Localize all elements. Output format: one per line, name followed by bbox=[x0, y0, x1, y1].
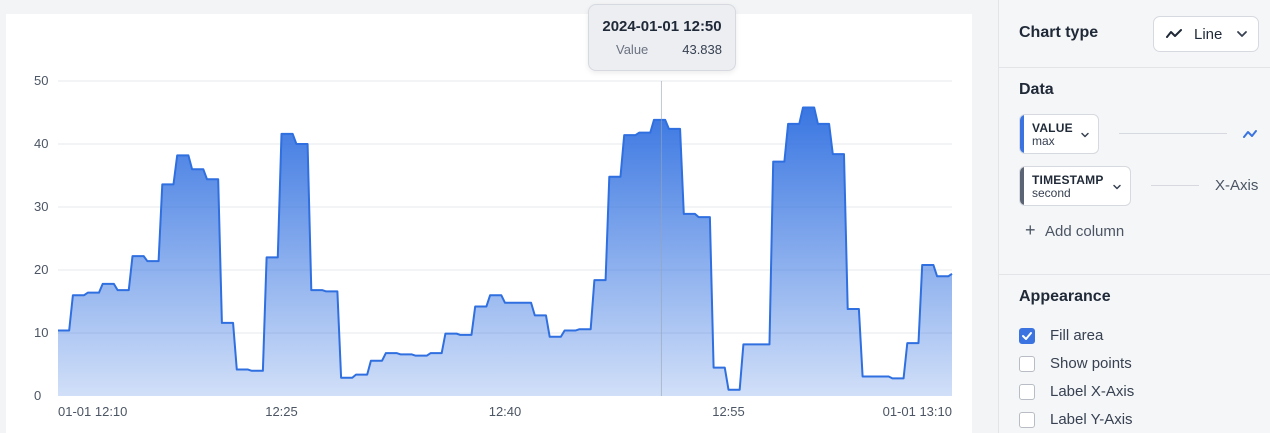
chevron-down-icon bbox=[1237, 31, 1247, 37]
appearance-section: Appearance Fill area Show points Label X… bbox=[999, 275, 1270, 433]
data-section: Data VALUE max TIMESTAMP second bbox=[999, 68, 1270, 275]
x-tick-label: 01-01 13:10 bbox=[883, 404, 952, 419]
series-area-fill bbox=[58, 107, 952, 397]
show-points-checkbox[interactable] bbox=[1019, 356, 1035, 372]
value-column-aggregation: max bbox=[1032, 134, 1055, 148]
value-connector-line bbox=[1119, 133, 1227, 134]
chevron-down-icon bbox=[1113, 184, 1121, 190]
show-points-label: Show points bbox=[1050, 355, 1132, 372]
add-column-label: Add column bbox=[1045, 223, 1125, 240]
chevron-down-icon bbox=[1081, 132, 1089, 138]
y-tick-label: 0 bbox=[34, 388, 41, 403]
plus-icon: + bbox=[1025, 220, 1036, 240]
series-line-icon[interactable] bbox=[1243, 128, 1257, 140]
timestamp-connector-line bbox=[1151, 185, 1199, 186]
add-column-button[interactable]: + Add column bbox=[1025, 220, 1124, 241]
tooltip-label: Value bbox=[616, 42, 649, 57]
timestamp-column-granularity: second bbox=[1032, 186, 1071, 200]
chart-settings-sidebar: Chart type Line Data VALUE max bbox=[998, 0, 1270, 433]
y-tick-label: 10 bbox=[34, 325, 48, 340]
tooltip-value: 43.838 bbox=[682, 42, 722, 57]
timestamp-column-accent bbox=[1020, 167, 1024, 205]
x-tick-label: 12:25 bbox=[265, 404, 298, 419]
value-column-name: VALUE bbox=[1032, 121, 1073, 135]
chart-type-title: Chart type bbox=[1019, 24, 1099, 41]
value-column-select[interactable]: VALUE max bbox=[1019, 114, 1099, 154]
chart-type-select[interactable]: Line bbox=[1153, 16, 1259, 52]
label-y-axis-label: Label Y-Axis bbox=[1050, 411, 1133, 428]
timestamp-column-select[interactable]: TIMESTAMP second bbox=[1019, 166, 1131, 206]
chart-tooltip: 2024-01-01 12:50 Value 43.838 bbox=[588, 4, 736, 71]
chart-panel: 0 10 20 30 40 50 01-01 12:10 12:25 12:40 12:55 01-… bbox=[6, 14, 972, 433]
checkmark-icon bbox=[1022, 332, 1032, 340]
line-chart-icon bbox=[1166, 29, 1182, 38]
x-tick-label: 12:40 bbox=[489, 404, 522, 419]
line-chart[interactable]: 0 10 20 30 40 50 01-01 12:10 12:25 12:40 12:55 01-… bbox=[6, 14, 972, 433]
timestamp-column-name: TIMESTAMP bbox=[1032, 173, 1104, 187]
x-tick-label: 12:55 bbox=[712, 404, 745, 419]
data-title: Data bbox=[1019, 81, 1054, 98]
y-tick-label: 20 bbox=[34, 262, 48, 277]
chart-type-section: Chart type Line bbox=[999, 0, 1270, 68]
value-column-accent bbox=[1020, 115, 1024, 153]
x-tick-label: 01-01 12:10 bbox=[58, 404, 127, 419]
x-axis-tag[interactable]: X-Axis bbox=[1215, 177, 1259, 194]
tooltip-title: 2024-01-01 12:50 bbox=[602, 18, 722, 35]
y-tick-label: 50 bbox=[34, 73, 48, 88]
label-x-axis-checkbox[interactable] bbox=[1019, 384, 1035, 400]
label-y-axis-checkbox[interactable] bbox=[1019, 412, 1035, 428]
fill-area-checkbox[interactable] bbox=[1019, 328, 1035, 344]
y-tick-label: 30 bbox=[34, 199, 48, 214]
series-line bbox=[58, 106, 953, 391]
appearance-title: Appearance bbox=[1019, 288, 1111, 305]
chart-type-value: Line bbox=[1194, 26, 1223, 43]
label-x-axis-label: Label X-Axis bbox=[1050, 383, 1135, 400]
fill-area-label: Fill area bbox=[1050, 327, 1104, 344]
y-tick-label: 40 bbox=[34, 136, 48, 151]
